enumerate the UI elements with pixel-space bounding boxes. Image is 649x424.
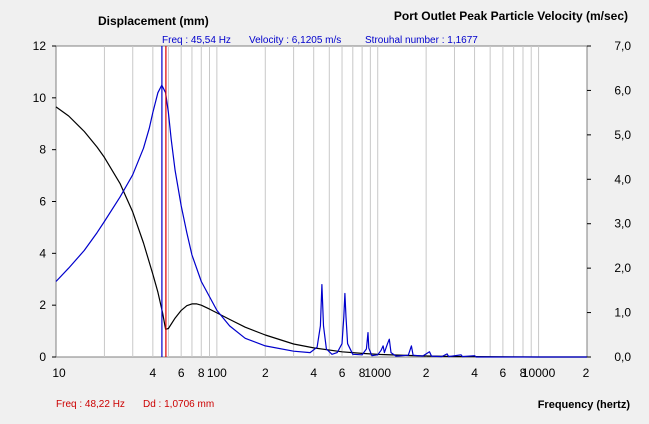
left-tick-label: 2 bbox=[39, 298, 46, 312]
left-axis-title: Displacement (mm) bbox=[98, 14, 209, 28]
x-tick-label: 2 bbox=[423, 366, 430, 380]
x-tick-label: 100 bbox=[207, 366, 227, 380]
right-axis-title: Port Outlet Peak Particle Velocity (m/se… bbox=[394, 9, 628, 23]
footer-freq: Freq : 48,22 Hz bbox=[56, 399, 125, 410]
x-tick-label: 6 bbox=[339, 366, 346, 380]
x-tick-label: 1000 bbox=[364, 366, 391, 380]
right-tick-label: 0,0 bbox=[614, 350, 631, 364]
x-tick-label: 4 bbox=[310, 366, 317, 380]
x-tick-label: 4 bbox=[471, 366, 478, 380]
right-tick-label: 1,0 bbox=[614, 306, 631, 320]
cursor-lines bbox=[161, 46, 167, 357]
x-tick-label: 2 bbox=[262, 366, 269, 380]
right-tick-label: 6,0 bbox=[614, 83, 631, 97]
right-tick-label: 3,0 bbox=[614, 217, 631, 231]
readout-strouhal: Strouhal number : 1,1677 bbox=[365, 35, 478, 46]
right-tick-label: 4,0 bbox=[614, 172, 631, 186]
footer-dd: Dd : 1,0706 mm bbox=[143, 399, 214, 410]
x-tick-label: 6 bbox=[500, 366, 507, 380]
right-tick-label: 7,0 bbox=[614, 39, 631, 53]
right-tick-label: 2,0 bbox=[614, 261, 631, 275]
left-tick-label: 12 bbox=[33, 39, 47, 53]
left-tick-label: 6 bbox=[39, 195, 46, 209]
x-tick-label: 10 bbox=[52, 366, 66, 380]
left-tick-label: 10 bbox=[33, 91, 47, 105]
left-tick-label: 8 bbox=[39, 143, 46, 157]
x-tick-label: 4 bbox=[150, 366, 157, 380]
right-tick-label: 5,0 bbox=[614, 128, 631, 142]
x-tick-label: 10000 bbox=[522, 366, 556, 380]
x-tick-label: 8 bbox=[198, 366, 205, 380]
x-tick-label: 8 bbox=[520, 366, 527, 380]
left-tick-label: 4 bbox=[39, 246, 46, 260]
displacement-curve bbox=[55, 106, 587, 358]
x-tick-label: 2 bbox=[583, 366, 590, 380]
x-tick-label: 6 bbox=[178, 366, 185, 380]
readout-velocity: Velocity : 6,1205 m/s bbox=[249, 35, 341, 46]
left-axis-ticks: 0 2 4 6 8 10 12 bbox=[33, 39, 56, 364]
right-axis-ticks: 0,0 1,0 2,0 3,0 4,0 5,0 6,0 7,0 bbox=[587, 39, 631, 364]
x-axis-title: Frequency (hertz) bbox=[538, 399, 631, 411]
grid-lines bbox=[103, 46, 540, 357]
left-tick-label: 0 bbox=[39, 350, 46, 364]
x-tick-label: 8 bbox=[359, 366, 366, 380]
readout-freq: Freq : 45,54 Hz bbox=[162, 35, 231, 46]
